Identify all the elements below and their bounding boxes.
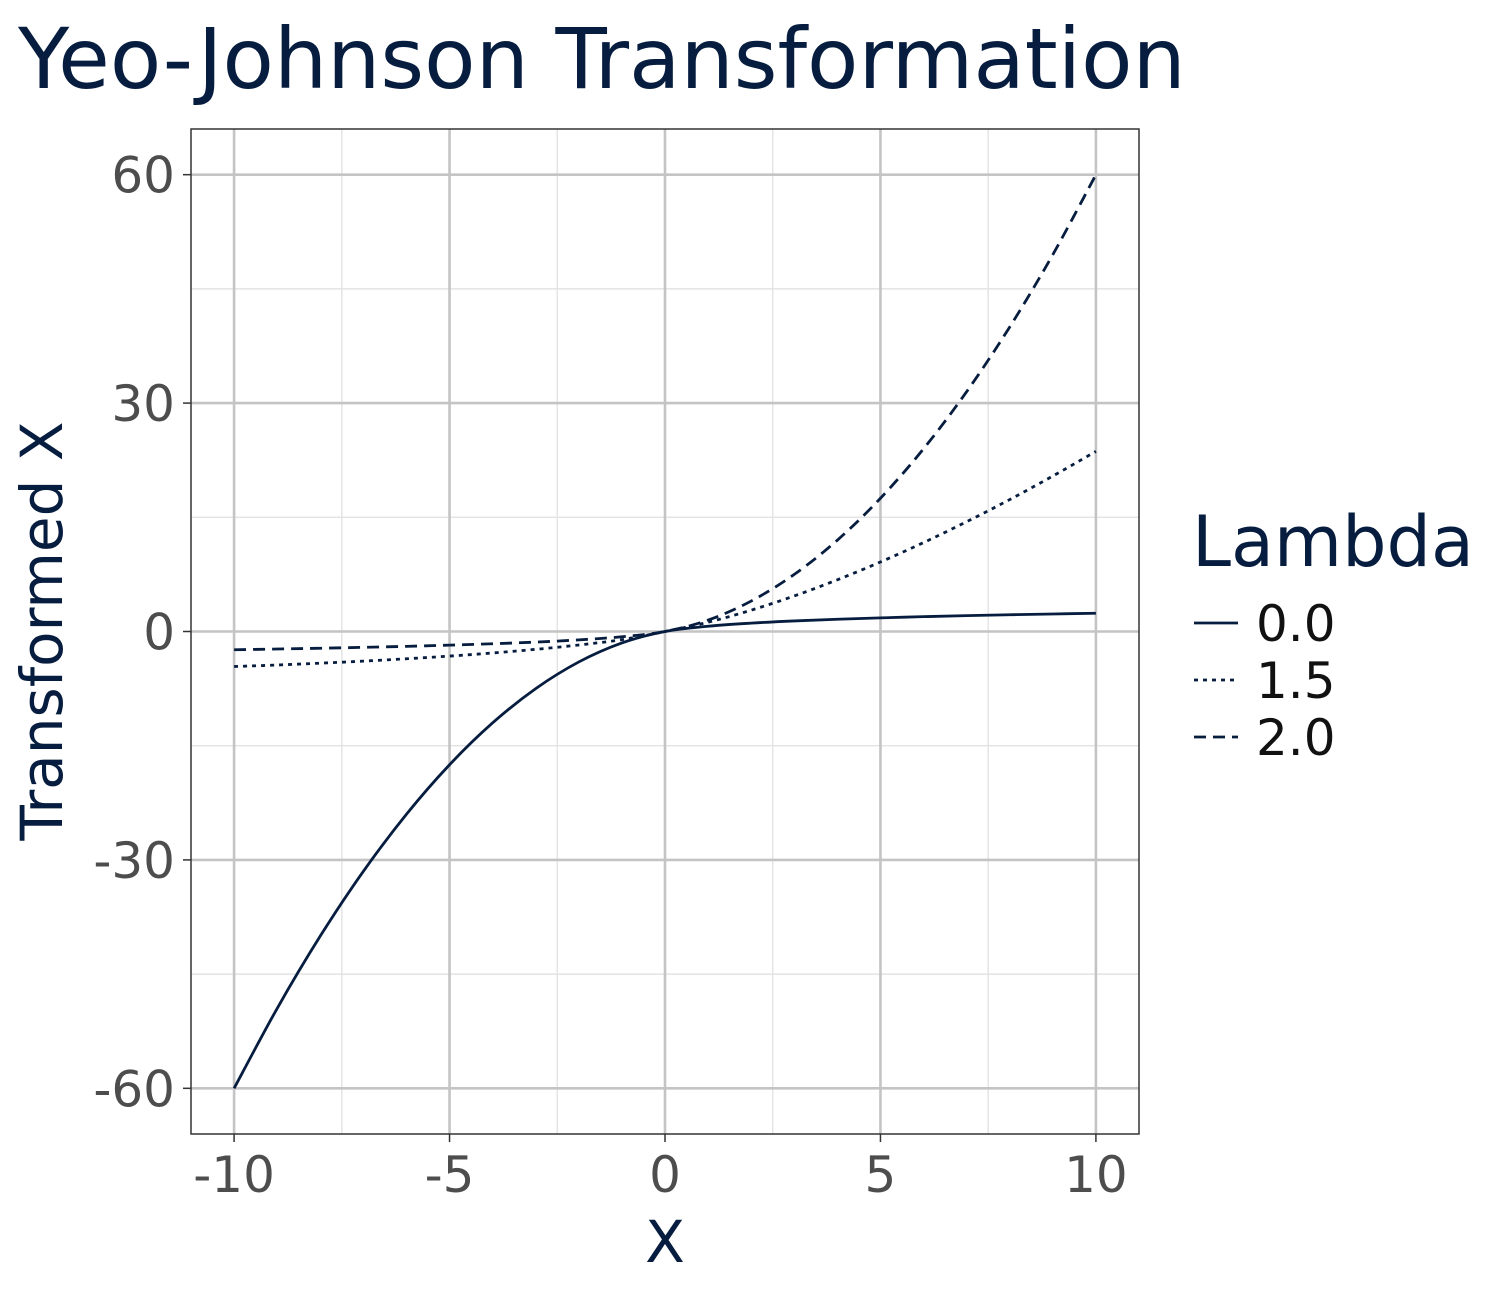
x-tick-label: 0	[649, 1146, 681, 1204]
series-layer	[232, 174, 1098, 1089]
x-tick-label: -10	[193, 1146, 275, 1204]
series-line-lambda-0-0	[232, 611, 1096, 1089]
y-tick-label: -60	[93, 1060, 175, 1118]
x-tick-label: 5	[865, 1146, 897, 1204]
chart-title: Yeo-Johnson Transformation	[17, 10, 1186, 108]
x-axis-title: X	[645, 1208, 685, 1276]
series-line-lambda-1-5	[234, 450, 1097, 668]
legend-label: 2.0	[1256, 709, 1336, 767]
series-line-lambda-2-0	[234, 174, 1098, 652]
legend: Lambda 0.01.52.0	[1192, 501, 1474, 767]
y-axis-ticks: -60 -30 0 30 60	[93, 147, 191, 1118]
x-tick-label: -5	[425, 1146, 475, 1204]
y-tick-label: 0	[143, 604, 175, 662]
legend-items: 0.01.52.0	[1194, 595, 1336, 767]
x-tick-label: 10	[1064, 1146, 1128, 1204]
legend-title: Lambda	[1192, 501, 1474, 583]
y-tick-label: -30	[93, 832, 175, 890]
x-axis-ticks: -10 -5 0 5 10	[193, 1134, 1128, 1204]
legend-label: 1.5	[1256, 652, 1336, 710]
y-tick-label: 60	[111, 147, 175, 205]
y-axis-title: Transformed X	[8, 421, 76, 841]
y-tick-label: 30	[111, 375, 175, 433]
legend-label: 0.0	[1256, 595, 1336, 653]
